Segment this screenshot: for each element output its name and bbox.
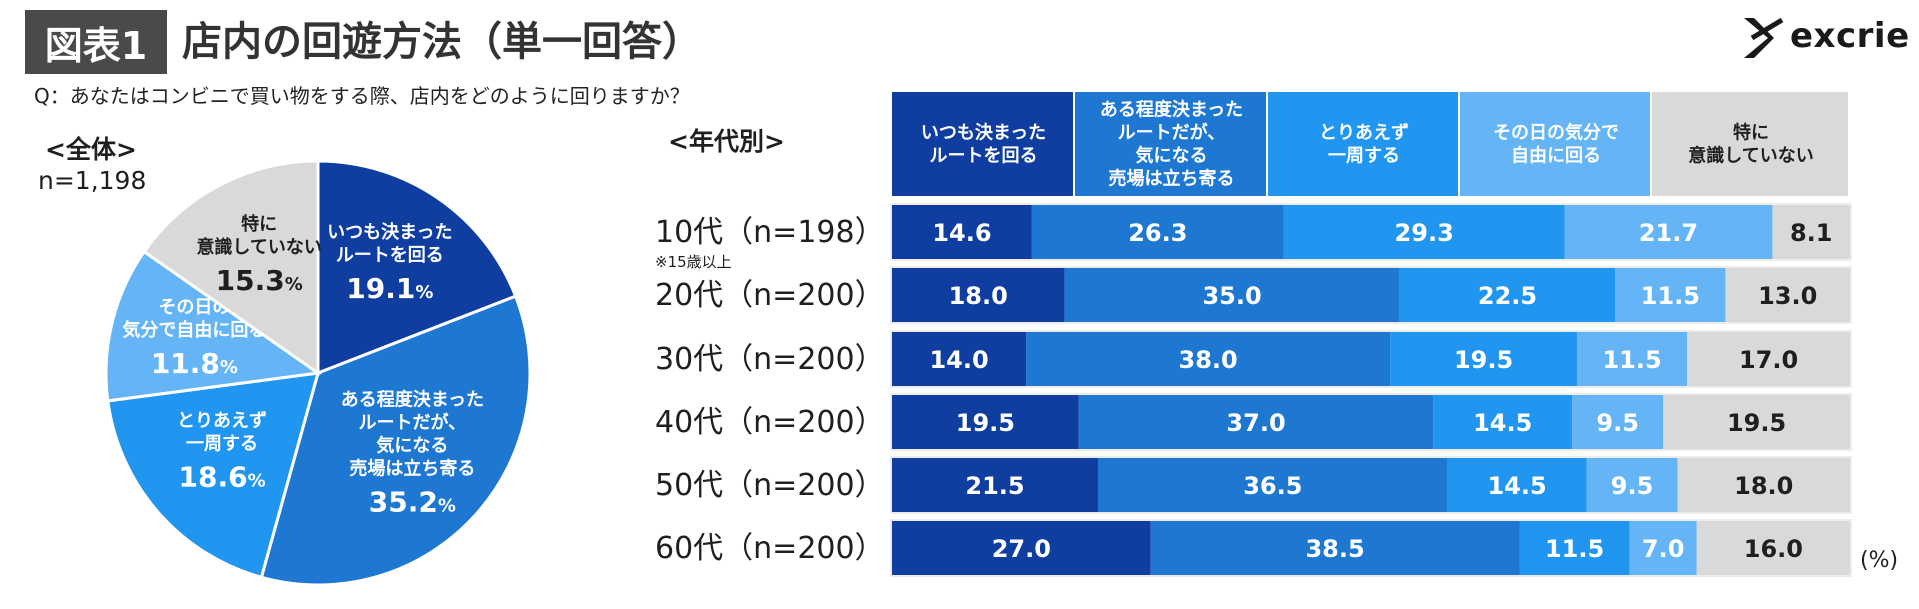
bar-segment bbox=[1283, 205, 1565, 259]
legend-box-5 bbox=[1652, 92, 1848, 196]
pie-slice-5 bbox=[142, 159, 320, 376]
overall-label: <全体> bbox=[45, 135, 137, 164]
pie-slice-2 bbox=[259, 294, 532, 587]
bar-segment bbox=[1447, 458, 1587, 512]
bar-value-label: 14.6 bbox=[932, 219, 991, 247]
overall-pie-chart: いつも決まったルートを回る19.1%ある程度決まったルートだが、気になる売場は立… bbox=[104, 159, 532, 587]
figure-badge: 図表1 bbox=[25, 10, 167, 74]
pie-slice-label-4: その日の気分で自由に回る bbox=[122, 297, 266, 341]
legend-label-2: ある程度決まったルートだが、気になる売場は立ち寄る bbox=[1100, 99, 1243, 190]
bar-segment bbox=[1097, 458, 1448, 512]
bar-value-label: 18.0 bbox=[1734, 472, 1793, 500]
category-label: 30代（n=200） bbox=[655, 342, 885, 377]
percent-unit-label: (%) bbox=[1860, 548, 1899, 573]
bar-segment bbox=[1150, 521, 1520, 575]
question-text: Q：あなたはコンビニで買い物をする際、店内をどのように回りますか？ bbox=[34, 84, 690, 108]
bar-segment bbox=[892, 205, 1032, 259]
legend-box-4 bbox=[1460, 92, 1650, 196]
bar-value-label: 11.5 bbox=[1641, 282, 1700, 310]
pie-slice-4 bbox=[104, 249, 323, 403]
bar-segment bbox=[892, 332, 1027, 386]
bar-segment bbox=[1687, 332, 1850, 386]
legend-box-1 bbox=[892, 92, 1073, 196]
category-label: 10代（n=198） bbox=[655, 215, 885, 250]
bar-value-label: 7.0 bbox=[1642, 535, 1685, 563]
bar-segment bbox=[1663, 395, 1850, 449]
bar-value-label: 8.1 bbox=[1790, 219, 1833, 247]
bar-segment bbox=[1519, 521, 1630, 575]
pie-slice-label-5: 特に意識していない bbox=[196, 213, 321, 258]
byage-label: <年代別> bbox=[668, 127, 785, 156]
legend-box-2 bbox=[1075, 92, 1266, 196]
bar-value-label: 19.5 bbox=[956, 409, 1015, 437]
pie-slice-3 bbox=[106, 371, 321, 580]
overall-sample-size: n=1,198 bbox=[38, 166, 147, 195]
bar-segment bbox=[1772, 205, 1850, 259]
bar-segment bbox=[1586, 458, 1678, 512]
bar-segment bbox=[1026, 332, 1391, 386]
page-title: 店内の回遊方法（単一回答） bbox=[182, 19, 702, 65]
bar-segment bbox=[1576, 332, 1688, 386]
bar-value-label: 16.0 bbox=[1744, 535, 1803, 563]
bar-segment bbox=[1433, 395, 1573, 449]
bar-segment bbox=[892, 268, 1065, 322]
bar-value-label: 13.0 bbox=[1758, 282, 1817, 310]
bar-value-label: 27.0 bbox=[992, 535, 1051, 563]
bar-value-label: 11.5 bbox=[1602, 346, 1661, 374]
bar-segment bbox=[1064, 268, 1400, 322]
bar-value-label: 17.0 bbox=[1739, 346, 1798, 374]
bar-value-label: 29.3 bbox=[1395, 219, 1454, 247]
bar-segment bbox=[1399, 268, 1616, 322]
legend-label-4: その日の気分で自由に回る bbox=[1493, 122, 1619, 167]
pie-slice-label-2: ある程度決まったルートだが、気になる売場は立ち寄る bbox=[341, 388, 484, 479]
bar-value-label: 21.7 bbox=[1639, 219, 1698, 247]
category-label: 20代（n=200） bbox=[655, 278, 885, 313]
bar-segment bbox=[1677, 458, 1850, 512]
brand-logo-text: excrie bbox=[1790, 16, 1910, 56]
bar-segment bbox=[1696, 521, 1850, 575]
bar-segment bbox=[1725, 268, 1850, 322]
category-label: 40代（n=200） bbox=[655, 405, 885, 440]
category-note: ※15歳以上 bbox=[655, 253, 732, 271]
bar-segment bbox=[1629, 521, 1697, 575]
bar-value-label: 14.0 bbox=[929, 346, 988, 374]
bar-value-label: 35.0 bbox=[1202, 282, 1261, 310]
bar-segment bbox=[1078, 395, 1434, 449]
bar-segment bbox=[892, 458, 1098, 512]
bar-segment bbox=[892, 521, 1151, 575]
bar-segment bbox=[1564, 205, 1773, 259]
category-label: 60代（n=200） bbox=[655, 531, 885, 566]
brand-logo-icon bbox=[1744, 17, 1784, 58]
bar-segment bbox=[1572, 395, 1664, 449]
bar-value-label: 38.0 bbox=[1179, 346, 1238, 374]
bar-value-label: 22.5 bbox=[1478, 282, 1537, 310]
bar-segment bbox=[1390, 332, 1577, 386]
bar-value-label: 19.5 bbox=[1727, 409, 1786, 437]
pie-slice-label-1: いつも決まったルートを回る bbox=[327, 221, 452, 266]
legend-label-3: とりあえず一周する bbox=[1319, 123, 1409, 167]
bar-segment bbox=[1031, 205, 1284, 259]
bar-segment bbox=[892, 395, 1079, 449]
bar-value-label: 14.5 bbox=[1487, 472, 1546, 500]
bar-value-label: 18.0 bbox=[949, 282, 1008, 310]
legend-label-1: いつも決まったルートを回る bbox=[921, 122, 1046, 167]
legend-label-5: 特に意識していない bbox=[1688, 122, 1813, 167]
bar-value-label: 21.5 bbox=[965, 472, 1024, 500]
pie-slice-1 bbox=[316, 159, 518, 376]
legend-box-3 bbox=[1268, 92, 1458, 196]
category-label: 50代（n=200） bbox=[655, 468, 885, 503]
bar-value-label: 19.5 bbox=[1454, 346, 1513, 374]
bar-value-label: 26.3 bbox=[1128, 219, 1187, 247]
pie-slice-label-3: とりあえず一周する bbox=[177, 411, 267, 455]
bar-value-label: 37.0 bbox=[1226, 409, 1285, 437]
bar-value-label: 38.5 bbox=[1305, 535, 1364, 563]
bar-segment bbox=[1615, 268, 1726, 322]
bar-value-label: 36.5 bbox=[1243, 472, 1302, 500]
bar-value-label: 14.5 bbox=[1473, 409, 1532, 437]
bar-value-label: 9.5 bbox=[1596, 409, 1639, 437]
bar-value-label: 9.5 bbox=[1611, 472, 1654, 500]
bar-value-label: 11.5 bbox=[1545, 535, 1604, 563]
pie-slice-value-2: 35.2% bbox=[369, 485, 456, 518]
